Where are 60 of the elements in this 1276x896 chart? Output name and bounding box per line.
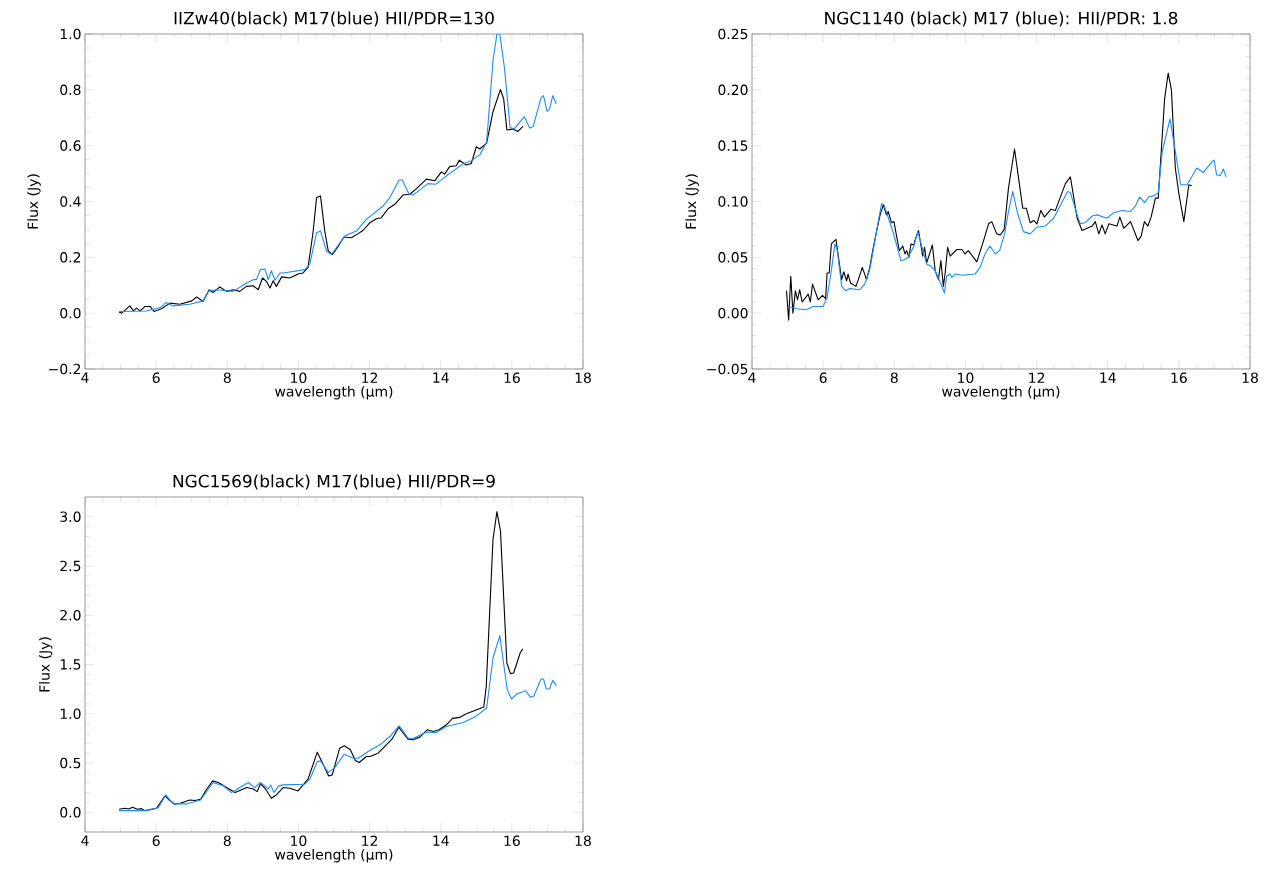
y-axis-title: Flux (Jy) bbox=[27, 174, 41, 229]
y-tick-label: 2.5 bbox=[60, 560, 81, 572]
y-tick-label: 1.5 bbox=[60, 659, 81, 670]
x-tick-label: 18 bbox=[1242, 372, 1258, 384]
line-series bbox=[118, 33, 557, 313]
x-tick-label: 14 bbox=[433, 372, 449, 383]
y-tick-label: −0.05 bbox=[707, 363, 748, 375]
x-tick-label: 6 bbox=[152, 835, 160, 847]
x-tick-label: 4 bbox=[81, 372, 89, 383]
x-tick-label: 8 bbox=[223, 835, 231, 847]
y-tick-label: 0.2 bbox=[60, 252, 81, 263]
line-series bbox=[118, 511, 524, 812]
y-tick-label: 0.20 bbox=[718, 84, 748, 96]
y-tick-label: 0.5 bbox=[60, 757, 81, 769]
x-axis-title: wavelength (μm) bbox=[942, 385, 1060, 400]
line-series bbox=[787, 118, 1227, 311]
x-tick-label: 8 bbox=[223, 372, 231, 384]
line-series bbox=[785, 72, 1193, 321]
x-tick-label: 10 bbox=[958, 372, 974, 384]
y-tick-label: 3.0 bbox=[60, 511, 81, 522]
chart-title: IIZw40(black) M17(blue) HII/PDR=130 bbox=[174, 11, 494, 27]
y-axis-title: Flux (Jy) bbox=[38, 637, 53, 692]
y-tick-label: 1.0 bbox=[60, 708, 81, 720]
y-tick-label: 0.8 bbox=[60, 84, 81, 96]
x-tick-label: 14 bbox=[433, 835, 449, 846]
y-tick-label: 0.05 bbox=[718, 252, 748, 263]
chart-title: NGC1569(black) M17(blue) HII/PDR=9 bbox=[173, 474, 495, 490]
x-tick-label: 8 bbox=[890, 372, 898, 384]
x-tick-label: 16 bbox=[1171, 372, 1187, 384]
line-series bbox=[118, 88, 524, 314]
y-axis-title: Flux (Jy) bbox=[685, 174, 699, 229]
x-tick-label: 14 bbox=[1100, 372, 1116, 383]
x-tick-label: 16 bbox=[504, 372, 520, 384]
x-tick-label: 4 bbox=[748, 372, 756, 383]
x-tick-label: 12 bbox=[362, 372, 378, 383]
x-axis-title: wavelength (μm) bbox=[275, 848, 393, 863]
y-tick-label: 2.0 bbox=[60, 609, 81, 621]
y-tick-label: 0.10 bbox=[718, 196, 748, 207]
x-tick-label: 10 bbox=[291, 372, 307, 384]
line-series bbox=[118, 635, 557, 812]
y-tick-label: 0.0 bbox=[60, 307, 81, 319]
y-tick-label: 0.00 bbox=[718, 307, 748, 319]
x-tick-label: 6 bbox=[152, 372, 160, 384]
y-tick-label: 1.0 bbox=[60, 28, 81, 40]
y-tick-label: −0.2 bbox=[49, 363, 81, 375]
x-tick-label: 6 bbox=[819, 372, 827, 384]
y-tick-label: 0.6 bbox=[60, 140, 81, 151]
x-axis-title: wavelength (μm) bbox=[275, 385, 393, 400]
x-tick-label: 4 bbox=[81, 835, 89, 846]
y-tick-label: 0.15 bbox=[718, 140, 748, 151]
chart-title: NGC1140 (black) M17 (blue): HII/PDR: 1.8 bbox=[825, 11, 1178, 27]
x-tick-label: 10 bbox=[291, 835, 307, 847]
x-tick-label: 18 bbox=[575, 835, 591, 847]
x-tick-label: 12 bbox=[362, 835, 378, 846]
y-tick-label: 0.25 bbox=[718, 28, 748, 40]
x-tick-label: 18 bbox=[575, 372, 591, 384]
x-tick-label: 16 bbox=[504, 835, 520, 847]
x-tick-label: 12 bbox=[1029, 372, 1045, 383]
y-tick-label: 0.4 bbox=[60, 196, 81, 207]
y-tick-label: 0.0 bbox=[60, 807, 81, 818]
